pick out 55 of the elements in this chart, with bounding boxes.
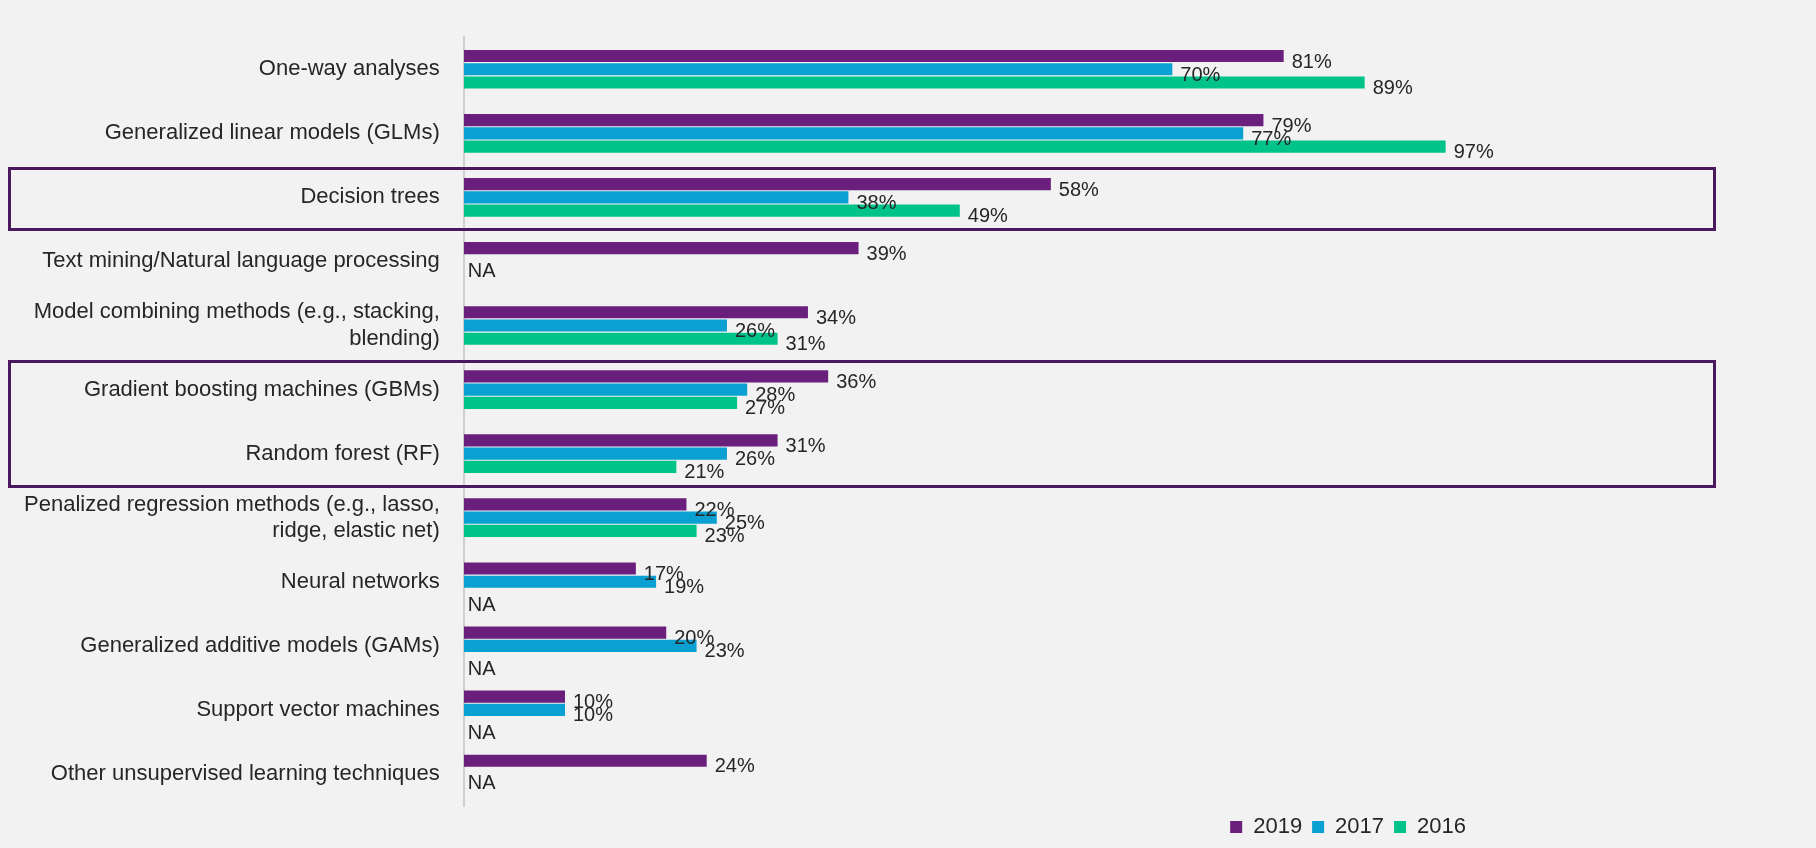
bar — [463, 396, 738, 409]
y-tick-label: Random forest (RF) — [245, 439, 440, 465]
bar — [463, 49, 1284, 63]
bar — [463, 127, 1244, 140]
data-label: 81% — [1291, 49, 1332, 72]
y-tick-label: Decision trees — [300, 183, 440, 209]
y-tick-label: Generalized linear models (GLMs) — [104, 119, 440, 145]
text: NA — [467, 592, 496, 615]
bar — [463, 383, 748, 396]
bar — [463, 370, 829, 383]
bar — [463, 690, 565, 703]
y-tick-label: One-way analyses — [258, 55, 440, 81]
data-label: 26% — [734, 447, 776, 470]
bar — [463, 178, 1051, 191]
y-tick-label: Support vector machines — [196, 695, 440, 721]
bar — [463, 306, 808, 319]
bar — [463, 191, 849, 204]
bar — [463, 562, 636, 575]
data-label: 39% — [866, 241, 907, 264]
y-tick-label: Generalized additive models (GAMs) — [80, 631, 440, 657]
data-label: 89% — [1372, 75, 1413, 98]
legend-label: 2017 — [1335, 813, 1385, 839]
data-label: 21% — [684, 460, 725, 483]
bar — [463, 434, 778, 447]
y-tick-label: Text mining/Natural language processing — [42, 247, 440, 273]
bar — [463, 242, 859, 255]
data-label: 24% — [714, 754, 755, 777]
data-label: 31% — [785, 433, 826, 456]
bar — [463, 319, 727, 332]
bar — [463, 460, 677, 473]
bar — [463, 754, 707, 767]
data-label: 49% — [967, 204, 1009, 227]
legend-label: 2016 — [1417, 813, 1467, 839]
bar — [463, 447, 727, 460]
y-tick-label: Gradient boosting machines (GBMs) — [83, 375, 440, 401]
data-label: 58% — [1058, 177, 1100, 200]
data-label: 97% — [1453, 140, 1494, 163]
bar — [463, 113, 1264, 127]
y-tick-label: Other unsupervised learning techniques — [50, 760, 440, 786]
bar — [463, 703, 565, 716]
y-tick-label: Model combining methods (e.g., stacking, blending) — [33, 298, 440, 350]
y-tick-label: Neural networks — [280, 567, 440, 593]
legend-label: 2019 — [1253, 813, 1303, 839]
bar — [463, 63, 1173, 76]
bar — [463, 498, 687, 511]
bar — [463, 626, 667, 639]
y-tick-label: Penalized regression methods (e.g., lasso, ridge, elastic net) — [24, 490, 440, 542]
text: NA — [467, 656, 496, 679]
data-label: 31% — [785, 332, 826, 355]
text: NA — [467, 258, 496, 281]
data-label: 34% — [815, 305, 857, 328]
text: NA — [467, 771, 496, 794]
text: NA — [467, 720, 496, 743]
bar — [463, 524, 697, 538]
data-label: 36% — [836, 369, 877, 392]
